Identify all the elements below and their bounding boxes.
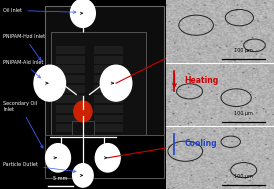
- Text: Cooling: Cooling: [184, 139, 217, 148]
- Bar: [56, 56, 85, 64]
- Text: Particle Outlet: Particle Outlet: [3, 162, 76, 173]
- Bar: [94, 124, 123, 132]
- Bar: [94, 95, 123, 103]
- Bar: [72, 121, 94, 138]
- Bar: [52, 32, 146, 138]
- Bar: [56, 105, 85, 113]
- Text: PNIPAM-Ald Inlet: PNIPAM-Ald Inlet: [3, 60, 44, 78]
- Circle shape: [70, 0, 95, 27]
- Circle shape: [100, 65, 132, 101]
- Bar: [94, 65, 123, 73]
- Bar: [45, 135, 164, 178]
- Bar: [94, 105, 123, 113]
- Bar: [94, 75, 123, 83]
- Text: PNIPAM-Hzd Inlet: PNIPAM-Hzd Inlet: [3, 34, 45, 60]
- Bar: [94, 85, 123, 93]
- Text: Oil Inlet: Oil Inlet: [3, 8, 76, 13]
- Bar: [56, 65, 85, 73]
- Bar: [56, 85, 85, 93]
- Bar: [56, 124, 85, 132]
- Bar: [56, 95, 85, 103]
- Bar: [94, 115, 123, 122]
- Text: 5 mm: 5 mm: [53, 177, 68, 181]
- Circle shape: [74, 101, 92, 122]
- Circle shape: [34, 65, 65, 101]
- Bar: [94, 46, 123, 54]
- Bar: [56, 115, 85, 122]
- Circle shape: [45, 144, 70, 172]
- Text: Secondary Oil
Inlet: Secondary Oil Inlet: [3, 101, 43, 148]
- Text: 100 μm: 100 μm: [234, 48, 253, 53]
- Circle shape: [95, 144, 120, 172]
- Circle shape: [73, 164, 93, 187]
- Bar: [56, 46, 85, 54]
- Bar: [45, 6, 164, 178]
- Bar: [94, 56, 123, 64]
- Text: Heating: Heating: [184, 76, 218, 85]
- Bar: [56, 75, 85, 83]
- Text: 100 μm: 100 μm: [234, 111, 253, 116]
- Text: 100 μm: 100 μm: [234, 174, 253, 179]
